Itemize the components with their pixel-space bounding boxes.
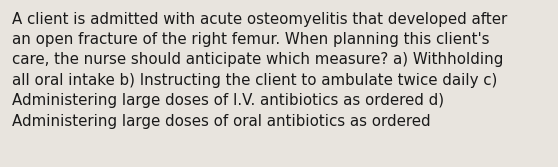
Text: A client is admitted with acute osteomyelitis that developed after
an open fract: A client is admitted with acute osteomye… [12,12,508,129]
